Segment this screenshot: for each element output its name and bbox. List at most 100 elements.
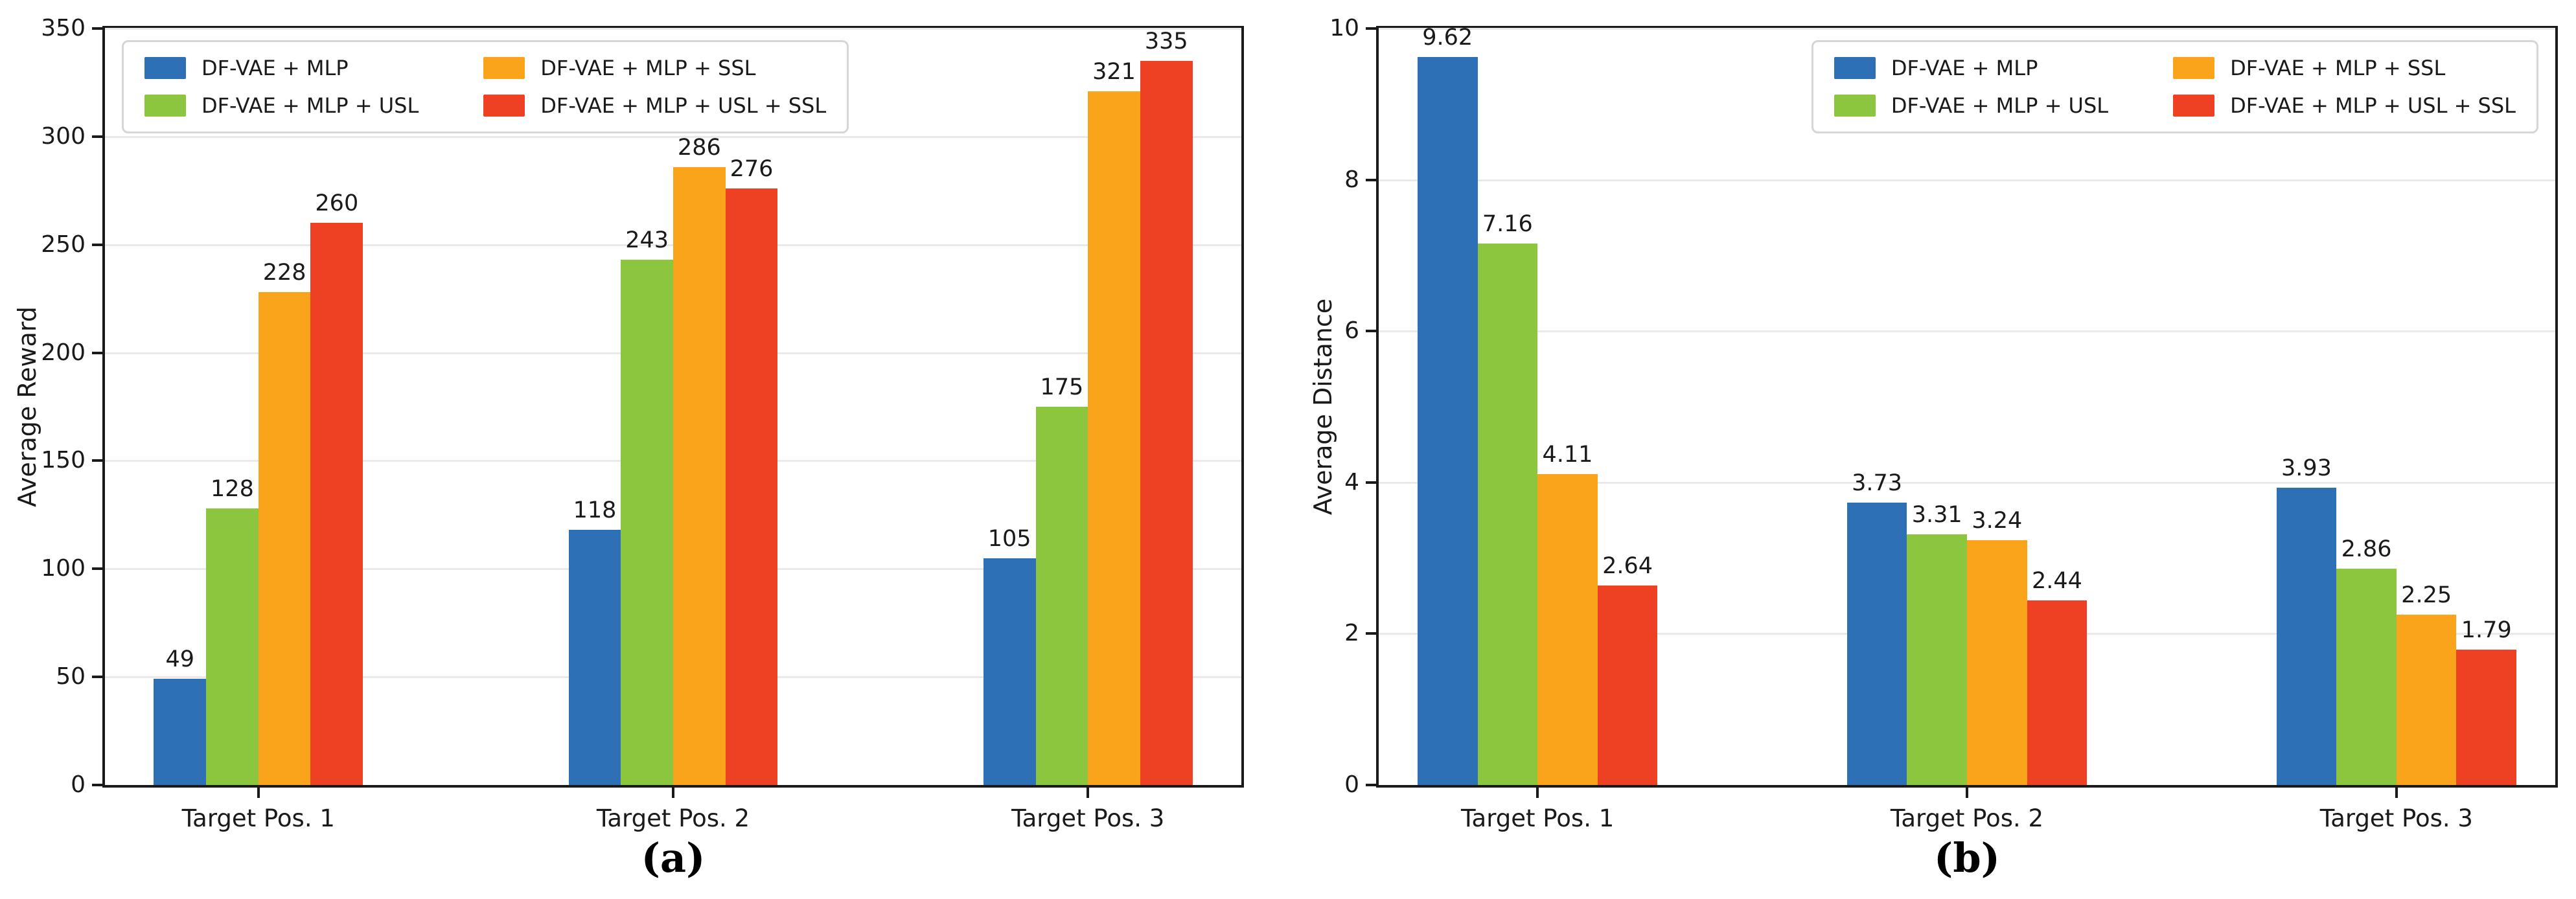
bar-DF-VAE + MLP + USL-Target Pos. 2 bbox=[621, 260, 673, 785]
bar-DF-VAE + MLP-Target Pos. 2 bbox=[568, 530, 621, 785]
y-tick-label: 8 bbox=[1344, 166, 1359, 193]
legend-item: DF-VAE + MLP bbox=[1834, 56, 2108, 80]
gridline-y-6 bbox=[1379, 330, 2555, 333]
legend-item: DF-VAE + MLP + USL + SSL bbox=[483, 94, 826, 117]
legend-label: DF-VAE + MLP bbox=[1891, 56, 2038, 80]
legend-swatch-icon bbox=[2173, 57, 2215, 79]
bar-DF-VAE + MLP-Target Pos. 3 bbox=[2276, 487, 2337, 785]
legend-item: DF-VAE + MLP bbox=[144, 56, 419, 80]
gridline-y-300 bbox=[105, 135, 1241, 138]
y-tick-label: 6 bbox=[1344, 317, 1359, 345]
x-tick-label: Target Pos. 1 bbox=[181, 804, 335, 832]
y-tick-label: 2 bbox=[1344, 620, 1359, 647]
legend-label: DF-VAE + MLP bbox=[201, 56, 349, 80]
y-tick-mark bbox=[92, 27, 102, 30]
bar-DF-VAE + MLP + USL + SSL-Target Pos. 2 bbox=[725, 188, 778, 785]
plot-area-b: 0 2 4 6 8 10 Target Pos. 1 Target Pos. 2 Target … bbox=[1329, 15, 2558, 832]
panel-b: Average Distance 0 2 4 6 8 10 Target Pos. 1 Tar… bbox=[1288, 0, 2576, 899]
y-tick-mark bbox=[1366, 27, 1376, 30]
bar-value-label: 2.64 bbox=[1602, 552, 1653, 579]
bar-DF-VAE + MLP + SSL-Target Pos. 3 bbox=[1088, 91, 1140, 785]
bar-DF-VAE + MLP + USL-Target Pos. 2 bbox=[1907, 534, 1967, 785]
bar-DF-VAE + MLP + USL + SSL-Target Pos. 3 bbox=[2456, 649, 2517, 785]
legend-swatch-icon bbox=[483, 95, 525, 117]
gridline-y-4 bbox=[1379, 481, 2555, 484]
bar-value-label: 3.73 bbox=[1852, 470, 1903, 497]
legend-label: DF-VAE + MLP + USL bbox=[201, 93, 419, 118]
bar-value-label: 9.62 bbox=[1422, 25, 1473, 51]
y-tick-mark bbox=[1366, 784, 1376, 786]
bar-value-label: 228 bbox=[262, 260, 306, 286]
gridline-y-10 bbox=[1379, 28, 2555, 30]
bar-DF-VAE + MLP-Target Pos. 1 bbox=[1417, 57, 1478, 785]
legend-label: DF-VAE + MLP + SSL bbox=[540, 56, 756, 80]
bar-value-label: 4.11 bbox=[1542, 441, 1593, 468]
x-tick-label: Target Pos. 2 bbox=[596, 804, 750, 832]
bar-value-label: 335 bbox=[1144, 28, 1188, 55]
panel-a: Average Reward 0 50 100 150 200 250 300 350 Targ… bbox=[13, 15, 1244, 882]
bar-value-label: 2.44 bbox=[2031, 568, 2082, 595]
bar-value-label: 260 bbox=[315, 190, 359, 217]
legend-label: DF-VAE + MLP + USL bbox=[1891, 93, 2109, 118]
x-tick-mark bbox=[2395, 788, 2398, 798]
gridline-y-8 bbox=[1379, 179, 2555, 181]
panel-caption: (b) bbox=[1933, 834, 2001, 882]
y-tick-label: 150 bbox=[41, 447, 86, 474]
y-tick-mark bbox=[1366, 178, 1376, 181]
y-tick-label: 250 bbox=[41, 231, 86, 258]
legend-label: DF-VAE + MLP + USL + SSL bbox=[540, 93, 827, 118]
bar-DF-VAE + MLP + USL-Target Pos. 3 bbox=[1035, 407, 1088, 785]
x-tick-label: Target Pos. 3 bbox=[2319, 804, 2473, 832]
legend-item: DF-VAE + MLP + USL bbox=[144, 94, 419, 117]
bar-value-label: 243 bbox=[625, 227, 669, 254]
legend-swatch-icon bbox=[2173, 95, 2215, 117]
y-tick-label: 0 bbox=[1344, 771, 1359, 798]
y-tick-label: 0 bbox=[71, 771, 86, 798]
legend-swatch-icon bbox=[1834, 95, 1876, 117]
bar-value-label: 7.16 bbox=[1482, 211, 1533, 237]
y-tick-label: 4 bbox=[1344, 468, 1359, 495]
legend: DF-VAE + MLP DF-VAE + MLP + USL DF-VAE + M… bbox=[1811, 40, 2538, 133]
gridline-y-350 bbox=[105, 28, 1241, 30]
y-tick-mark bbox=[1366, 481, 1376, 484]
y-tick-label: 100 bbox=[41, 555, 86, 582]
y-tick-mark bbox=[92, 459, 102, 462]
bar-value-label: 276 bbox=[730, 155, 774, 182]
bar-DF-VAE + MLP + USL-Target Pos. 1 bbox=[206, 508, 259, 785]
legend-item: DF-VAE + MLP + SSL bbox=[483, 56, 826, 80]
bar-DF-VAE + MLP + SSL-Target Pos. 1 bbox=[1537, 473, 1598, 785]
x-tick-label: Target Pos. 2 bbox=[1890, 804, 2044, 832]
bar-value-label: 49 bbox=[165, 646, 195, 673]
x-tick-label: Target Pos. 3 bbox=[1011, 804, 1165, 832]
y-tick-label: 350 bbox=[41, 15, 86, 41]
legend-swatch-icon bbox=[144, 95, 186, 117]
legend-item: DF-VAE + MLP + USL + SSL bbox=[2173, 94, 2516, 117]
x-tick-mark bbox=[257, 788, 260, 798]
bar-value-label: 1.79 bbox=[2461, 617, 2512, 643]
x-tick-label: Target Pos. 1 bbox=[1461, 804, 1615, 832]
bar-DF-VAE + MLP + SSL-Target Pos. 2 bbox=[673, 166, 726, 785]
bar-value-label: 321 bbox=[1092, 58, 1136, 85]
bar-DF-VAE + MLP-Target Pos. 1 bbox=[154, 679, 207, 785]
y-tick-mark bbox=[92, 135, 102, 138]
bar-DF-VAE + MLP + SSL-Target Pos. 3 bbox=[2396, 615, 2457, 785]
bar-DF-VAE + MLP + USL + SSL-Target Pos. 2 bbox=[2027, 600, 2087, 785]
x-tick-mark bbox=[1966, 788, 1968, 798]
bar-DF-VAE + MLP + SSL-Target Pos. 1 bbox=[258, 292, 311, 785]
bar-value-label: 2.86 bbox=[2341, 536, 2392, 562]
bar-DF-VAE + MLP + USL + SSL-Target Pos. 3 bbox=[1140, 61, 1193, 785]
bar-DF-VAE + MLP + USL-Target Pos. 1 bbox=[1477, 243, 1538, 785]
legend-swatch-icon bbox=[1834, 57, 1876, 79]
bar-value-label: 128 bbox=[211, 475, 254, 502]
y-tick-label: 300 bbox=[41, 122, 86, 150]
y-tick-label: 200 bbox=[41, 339, 86, 366]
legend-swatch-icon bbox=[483, 57, 525, 79]
bar-DF-VAE + MLP + USL + SSL-Target Pos. 1 bbox=[310, 223, 363, 785]
legend-item: DF-VAE + MLP + SSL bbox=[2173, 56, 2516, 80]
plot-area-a: 0 50 100 150 200 250 300 350 Target Pos. 1 Target… bbox=[41, 15, 1244, 832]
y-tick-mark bbox=[1366, 632, 1376, 635]
y-tick-label: 50 bbox=[56, 663, 86, 690]
legend-label: DF-VAE + MLP + SSL bbox=[2230, 56, 2446, 80]
bar-value-label: 3.31 bbox=[1911, 502, 1962, 529]
